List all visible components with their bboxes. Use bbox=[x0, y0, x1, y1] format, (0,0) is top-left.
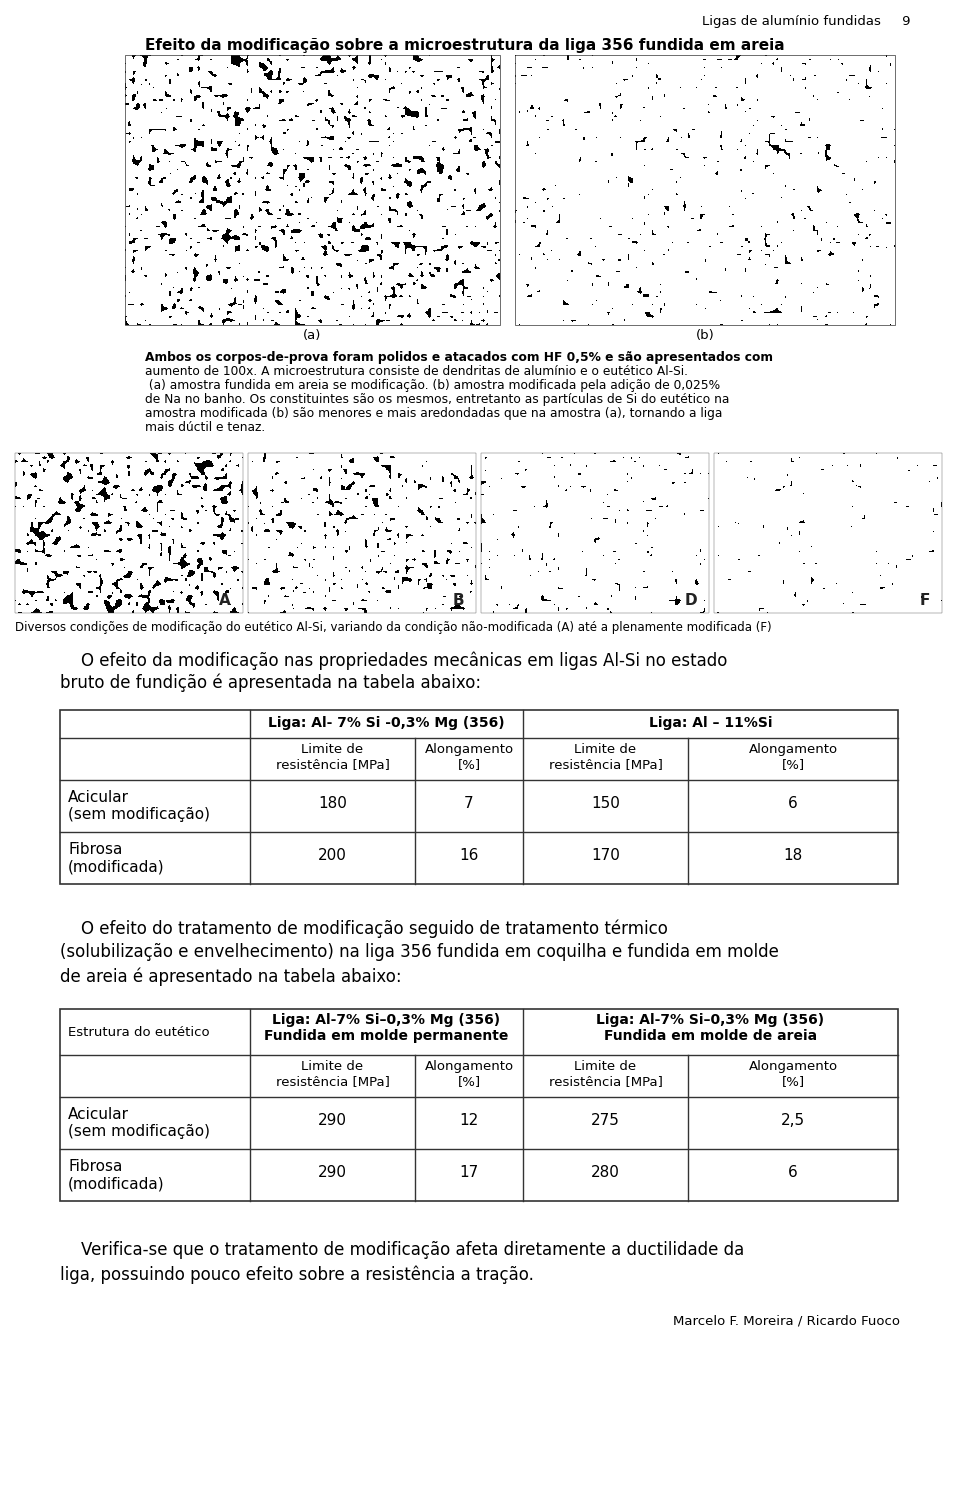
Text: Alongamento
[%]: Alongamento [%] bbox=[749, 1060, 837, 1088]
Text: 12: 12 bbox=[460, 1114, 479, 1127]
Text: Limite de
resistência [MPa]: Limite de resistência [MPa] bbox=[548, 1060, 662, 1088]
Text: D: D bbox=[684, 593, 697, 608]
Text: aumento de 100x. A microestrutura consiste de dendritas de alumínio e o eutético: aumento de 100x. A microestrutura consis… bbox=[145, 365, 688, 378]
Text: Acicular
(sem modificação): Acicular (sem modificação) bbox=[68, 1108, 210, 1139]
Bar bbox=[515, 56, 895, 326]
Text: 290: 290 bbox=[318, 1114, 347, 1127]
Text: (a) amostra fundida em areia se modificação. (b) amostra modificada pela adição : (a) amostra fundida em areia se modifica… bbox=[145, 378, 720, 392]
Text: 17: 17 bbox=[460, 1165, 479, 1180]
Text: Liga: Al – 11%Si: Liga: Al – 11%Si bbox=[649, 716, 772, 729]
Text: liga, possuindo pouco efeito sobre a resistência a tração.: liga, possuindo pouco efeito sobre a res… bbox=[60, 1265, 534, 1283]
Bar bbox=[60, 710, 898, 884]
Text: Diversos condições de modificação do eutético Al-Si, variando da condição não-mo: Diversos condições de modificação do eut… bbox=[15, 621, 772, 633]
Text: F: F bbox=[920, 593, 930, 608]
Text: 16: 16 bbox=[459, 848, 479, 863]
Text: O efeito da modificação nas propriedades mecânicas em ligas Al-Si no estado: O efeito da modificação nas propriedades… bbox=[60, 651, 728, 669]
Text: Limite de
resistência [MPa]: Limite de resistência [MPa] bbox=[276, 1060, 390, 1088]
Bar bbox=[15, 453, 243, 612]
Text: mais dúctil e tenaz.: mais dúctil e tenaz. bbox=[145, 420, 265, 434]
Text: Alongamento
[%]: Alongamento [%] bbox=[424, 1060, 514, 1088]
Text: 150: 150 bbox=[591, 796, 620, 811]
Text: Alongamento
[%]: Alongamento [%] bbox=[424, 743, 514, 772]
Text: 6: 6 bbox=[788, 796, 798, 811]
Text: 6: 6 bbox=[788, 1165, 798, 1180]
Text: 180: 180 bbox=[318, 796, 347, 811]
Text: amostra modificada (b) são menores e mais aredondadas que na amostra (a), tornan: amostra modificada (b) são menores e mai… bbox=[145, 407, 722, 420]
Text: de areia é apresentado na tabela abaixo:: de areia é apresentado na tabela abaixo: bbox=[60, 967, 401, 986]
Text: de Na no banho. Os constituintes são os mesmos, entretanto as partículas de Si d: de Na no banho. Os constituintes são os … bbox=[145, 393, 730, 405]
Text: Ambos os corpos-de-prova foram polidos e atacados com HF 0,5% e são apresentados: Ambos os corpos-de-prova foram polidos e… bbox=[145, 351, 773, 365]
Text: Limite de
resistência [MPa]: Limite de resistência [MPa] bbox=[548, 743, 662, 772]
Text: (a): (a) bbox=[302, 329, 322, 342]
Text: 2,5: 2,5 bbox=[780, 1114, 805, 1127]
Text: Verifica-se que o tratamento de modificação afeta diretamente a ductilidade da: Verifica-se que o tratamento de modifica… bbox=[60, 1241, 744, 1259]
Text: Estrutura do eutético: Estrutura do eutético bbox=[68, 1025, 209, 1039]
Text: 200: 200 bbox=[318, 848, 347, 863]
Text: Fibrosa
(modificada): Fibrosa (modificada) bbox=[68, 1159, 164, 1192]
Text: 18: 18 bbox=[783, 848, 803, 863]
Text: Liga: Al-7% Si–0,3% Mg (356)
Fundida em molde de areia: Liga: Al-7% Si–0,3% Mg (356) Fundida em … bbox=[596, 1013, 825, 1043]
Text: Acicular
(sem modificação): Acicular (sem modificação) bbox=[68, 790, 210, 823]
Text: Fibrosa
(modificada): Fibrosa (modificada) bbox=[68, 842, 164, 875]
Text: Efeito da modificação sobre a microestrutura da liga 356 fundida em areia: Efeito da modificação sobre a microestru… bbox=[145, 38, 784, 53]
Bar bbox=[714, 453, 942, 612]
Text: Liga: Al-7% Si–0,3% Mg (356)
Fundida em molde permanente: Liga: Al-7% Si–0,3% Mg (356) Fundida em … bbox=[264, 1013, 509, 1043]
Bar bbox=[125, 56, 500, 326]
Text: O efeito do tratamento de modificação seguido de tratamento térmico: O efeito do tratamento de modificação se… bbox=[60, 919, 668, 938]
Bar bbox=[248, 453, 476, 612]
Text: Ligas de alumínio fundidas     9: Ligas de alumínio fundidas 9 bbox=[702, 15, 910, 29]
Text: A: A bbox=[219, 593, 231, 608]
Bar bbox=[60, 1009, 898, 1201]
Text: Marcelo F. Moreira / Ricardo Fuoco: Marcelo F. Moreira / Ricardo Fuoco bbox=[673, 1313, 900, 1327]
Text: (solubilização e envelhecimento) na liga 356 fundida em coquilha e fundida em mo: (solubilização e envelhecimento) na liga… bbox=[60, 943, 779, 961]
Text: 170: 170 bbox=[591, 848, 620, 863]
Bar bbox=[481, 453, 709, 612]
Text: (b): (b) bbox=[696, 329, 714, 342]
Text: 280: 280 bbox=[591, 1165, 620, 1180]
Text: Liga: Al- 7% Si -0,3% Mg (356): Liga: Al- 7% Si -0,3% Mg (356) bbox=[268, 716, 505, 729]
Text: 290: 290 bbox=[318, 1165, 347, 1180]
Text: bruto de fundição é apresentada na tabela abaixo:: bruto de fundição é apresentada na tabel… bbox=[60, 672, 481, 692]
Text: 275: 275 bbox=[591, 1114, 620, 1127]
Text: Alongamento
[%]: Alongamento [%] bbox=[749, 743, 837, 772]
Text: B: B bbox=[452, 593, 464, 608]
Text: 7: 7 bbox=[465, 796, 474, 811]
Text: Limite de
resistência [MPa]: Limite de resistência [MPa] bbox=[276, 743, 390, 772]
